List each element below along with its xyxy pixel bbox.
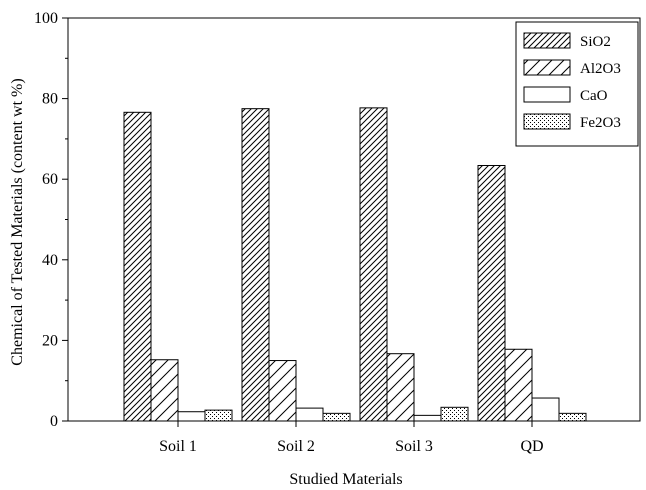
y-tick-label: 40 xyxy=(42,252,58,269)
bar-fe2o3-soil-1 xyxy=(204,409,233,422)
x-tick-label: Soil 3 xyxy=(395,438,433,455)
y-tick-label: 60 xyxy=(42,171,58,188)
y-axis-label: Chemical of Tested Materials (content wt… xyxy=(9,78,26,365)
legend-swatch-fe2o3 xyxy=(523,113,571,130)
bar-al2o3-qd xyxy=(504,348,533,422)
legend-swatch-sio2 xyxy=(523,32,571,49)
legend-label-fe2o3: Fe2O3 xyxy=(580,115,621,131)
bar-cao-soil-1 xyxy=(177,411,206,422)
bar-cao-soil-2 xyxy=(295,407,324,422)
bar-cao-soil-3 xyxy=(413,414,442,422)
bar-al2o3-soil-2 xyxy=(268,360,297,422)
x-tick-label: QD xyxy=(520,438,543,455)
legend-label-sio2: SiO2 xyxy=(580,34,611,50)
y-tick-label: 80 xyxy=(42,91,58,108)
legend: SiO2 Al2O3 CaO Fe2O3 xyxy=(515,21,639,147)
bar-sio2-soil-3 xyxy=(359,107,388,422)
bar-sio2-soil-2 xyxy=(241,108,270,422)
bar-sio2-qd xyxy=(477,164,506,422)
bar-cao-qd xyxy=(531,397,560,422)
y-axis: 0 20 40 60 80 100 xyxy=(34,10,68,430)
x-axis-label: Studied Materials xyxy=(289,471,402,488)
legend-swatch-cao xyxy=(523,86,571,103)
bars-group xyxy=(123,107,587,422)
legend-label-cao: CaO xyxy=(580,88,608,104)
y-tick-label: 0 xyxy=(50,413,58,430)
y-tick-label: 20 xyxy=(42,332,58,349)
bar-fe2o3-qd xyxy=(558,412,587,422)
bar-fe2o3-soil-2 xyxy=(322,412,351,422)
legend-swatch-al2o3 xyxy=(523,59,571,76)
bar-fe2o3-soil-3 xyxy=(440,406,469,422)
x-tick-label: Soil 1 xyxy=(159,438,197,455)
bar-sio2-soil-1 xyxy=(123,111,152,422)
bar-al2o3-soil-3 xyxy=(386,353,415,422)
legend-label-al2o3: Al2O3 xyxy=(580,61,621,77)
x-tick-label: Soil 2 xyxy=(277,438,315,455)
y-tick-label: 100 xyxy=(34,10,58,27)
bar-al2o3-soil-1 xyxy=(150,359,179,422)
x-axis: Soil 1 Soil 2 Soil 3 QD xyxy=(159,421,544,455)
